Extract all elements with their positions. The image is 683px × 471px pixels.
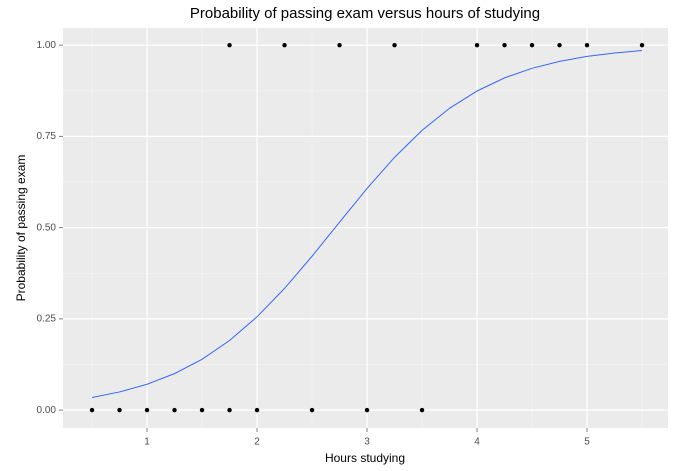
x-tick-label: 3 <box>364 437 370 448</box>
data-point <box>309 407 315 413</box>
data-point <box>89 407 95 413</box>
data-point <box>419 407 425 413</box>
data-point <box>639 42 645 48</box>
x-tick-label: 4 <box>474 437 480 448</box>
y-axis-label: Probability of passing exam <box>14 155 28 302</box>
data-point <box>364 407 370 413</box>
fit-curve <box>91 50 643 398</box>
data-point <box>227 407 232 413</box>
y-tick-label: 0.75 <box>37 131 57 142</box>
data-point <box>144 407 150 413</box>
data-point <box>557 42 562 48</box>
data-point <box>392 42 397 48</box>
x-tick-label: 5 <box>584 437 590 448</box>
data-point <box>254 407 260 413</box>
data-point <box>474 42 480 48</box>
data-point <box>584 42 590 48</box>
data-point <box>117 407 122 413</box>
data-point <box>199 407 205 413</box>
y-tick-label: 0.00 <box>37 405 57 416</box>
data-point <box>172 407 177 413</box>
x-tick-label: 2 <box>254 437 260 448</box>
data-point <box>282 42 287 48</box>
data-point <box>227 42 232 48</box>
x-axis-label: Hours studying <box>325 451 405 465</box>
x-tick-label: 1 <box>144 437 150 448</box>
chart-title: Probability of passing exam versus hours… <box>190 5 540 22</box>
data-point <box>502 42 507 48</box>
y-tick-label: 1.00 <box>37 40 57 51</box>
data-point <box>529 42 535 48</box>
y-tick-label: 0.50 <box>37 222 57 233</box>
y-tick-label: 0.25 <box>37 314 57 325</box>
data-point <box>337 42 342 48</box>
